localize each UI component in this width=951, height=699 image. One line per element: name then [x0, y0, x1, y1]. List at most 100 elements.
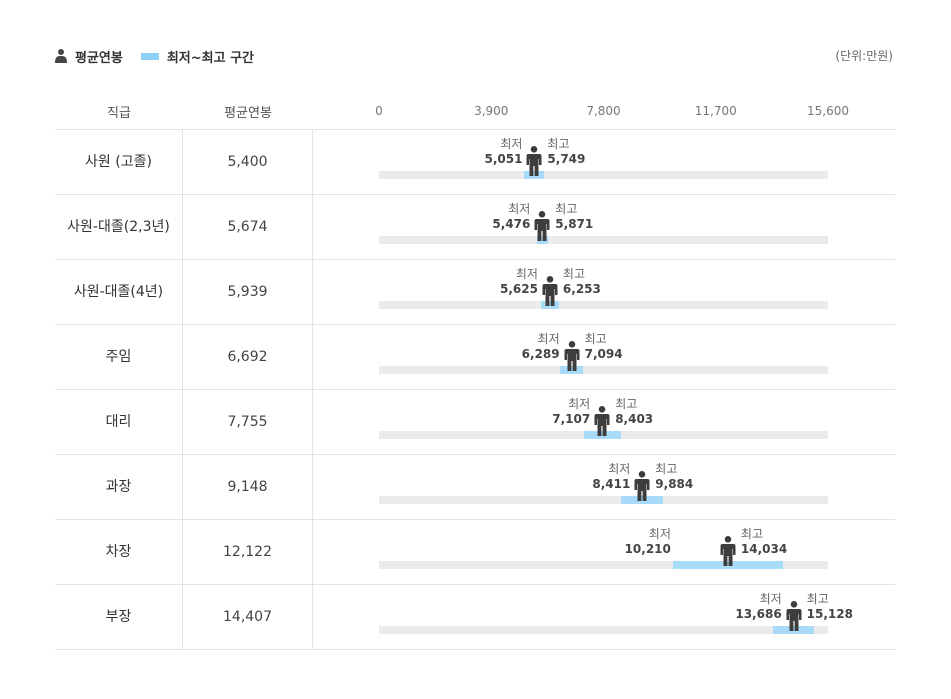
- avg-person-icon: [594, 406, 610, 436]
- rank-cell: 과장: [55, 455, 183, 519]
- avg-person-icon: [534, 211, 550, 241]
- min-caption: 최저: [515, 267, 538, 281]
- table-row: 사원-대졸(2,3년) 5,674 최저 5,476 최고 5,871: [55, 195, 895, 260]
- avg-cell: 5,400: [183, 130, 313, 194]
- range-bar: [583, 431, 621, 439]
- max-value: 5,749: [547, 152, 586, 166]
- table-row: 사원-대졸(4년) 5,939 최저 5,625 최고 6,253: [55, 260, 895, 325]
- max-value: 8,403: [615, 412, 654, 426]
- max-label: 최고 14,034: [741, 527, 787, 557]
- person-icon: [55, 49, 67, 63]
- range-track: [379, 301, 828, 309]
- max-caption: 최고: [555, 202, 578, 216]
- table-row: 주임 6,692 최저 6,289 최고 7,094: [55, 325, 895, 390]
- max-value: 14,034: [740, 542, 788, 556]
- rank-cell: 주임: [55, 325, 183, 389]
- max-caption: 최고: [740, 527, 764, 541]
- min-value: 13,686: [735, 607, 782, 621]
- table-row: 과장 9,148 최저 8,411 최고 9,884: [55, 455, 895, 520]
- unit-label: (단위:만원): [835, 49, 893, 63]
- max-label: 최고 5,871: [555, 202, 593, 232]
- max-label: 최고 5,749: [547, 137, 585, 167]
- max-caption: 최고: [584, 332, 607, 346]
- avg-cell: 6,692: [183, 325, 313, 389]
- max-label: 최고 6,253: [563, 267, 601, 297]
- avg-cell: 7,755: [183, 390, 313, 454]
- min-value: 10,210: [624, 542, 671, 556]
- min-value: 6,289: [521, 347, 560, 361]
- range-track: [379, 496, 828, 504]
- min-label: 최저 5,625: [500, 267, 538, 297]
- range-track: [379, 366, 828, 374]
- min-caption: 최저: [648, 527, 671, 541]
- rank-cell: 대리: [55, 390, 183, 454]
- min-label: 최저 5,476: [492, 202, 530, 232]
- max-value: 6,253: [562, 282, 601, 296]
- header-avg: 평균연봉: [224, 106, 272, 121]
- avg-cell: 14,407: [183, 585, 313, 649]
- min-caption: 최저: [568, 397, 591, 411]
- max-label: 최고 8,403: [615, 397, 653, 427]
- x-tick-label: 7,800: [586, 104, 621, 118]
- range-track: [379, 236, 828, 244]
- max-value: 9,884: [655, 477, 694, 491]
- min-value: 5,625: [499, 282, 538, 296]
- x-tick-label: 15,600: [807, 104, 849, 118]
- legend-avg: 평균연봉: [55, 47, 123, 66]
- min-label: 최저 8,411: [592, 462, 630, 492]
- table-header: 직급 평균연봉 0 3,900 7,800 11,700 15,600: [55, 92, 895, 130]
- x-tick-label: 11,700: [694, 104, 737, 118]
- avg-cell: 9,148: [183, 455, 313, 519]
- rank-cell: 사원 (고졸): [55, 130, 183, 194]
- max-label: 최고 15,128: [807, 592, 853, 622]
- max-caption: 최고: [806, 592, 829, 606]
- avg-person-icon: [542, 276, 558, 306]
- min-caption: 최저: [759, 592, 782, 606]
- rank-cell: 차장: [55, 520, 183, 584]
- range-bar: [560, 366, 584, 374]
- max-value: 5,871: [555, 217, 594, 231]
- max-value: 15,128: [806, 607, 853, 621]
- x-tick-label: 0: [375, 104, 383, 118]
- min-caption: 최저: [537, 332, 560, 346]
- max-value: 7,094: [584, 347, 623, 361]
- legend-range: 최저~최고 구간: [140, 47, 255, 66]
- range-bar: [540, 301, 559, 309]
- min-label: 최저 6,289: [522, 332, 560, 362]
- min-caption: 최저: [500, 137, 523, 151]
- legend-range-label: 최저~최고 구간: [166, 50, 255, 66]
- min-label: 최저 13,686: [735, 592, 781, 622]
- legend-avg-label: 평균연봉: [75, 50, 123, 66]
- max-caption: 최고: [547, 137, 570, 151]
- min-label: 최저 5,051: [484, 137, 522, 167]
- min-value: 5,476: [492, 217, 531, 231]
- avg-person-icon: [526, 146, 542, 176]
- range-bar: [672, 561, 783, 569]
- min-label: 최저 7,107: [552, 397, 590, 427]
- table-row: 사원 (고졸) 5,400 최저 5,051 최고 5,749: [55, 130, 895, 195]
- legend-range-swatch: [140, 52, 159, 60]
- rank-cell: 부장: [55, 585, 183, 649]
- avg-person-icon: [634, 471, 650, 501]
- min-value: 7,107: [552, 412, 591, 426]
- min-value: 5,051: [484, 152, 523, 166]
- table-row: 대리 7,755 최저 7,107 최고 8,403: [55, 390, 895, 455]
- min-label: 최저 10,210: [625, 527, 671, 557]
- table-row: 차장 12,122 최저 10,210 최고 14,034: [55, 520, 895, 585]
- avg-person-icon: [720, 536, 736, 566]
- range-bar: [524, 171, 545, 179]
- max-caption: 최고: [655, 462, 678, 476]
- max-caption: 최고: [615, 397, 638, 411]
- rank-cell: 사원-대졸(2,3년): [55, 195, 183, 259]
- min-caption: 최저: [608, 462, 631, 476]
- avg-person-icon: [564, 341, 580, 371]
- range-bar: [621, 496, 664, 504]
- rank-cell: 사원-대졸(4년): [55, 260, 183, 324]
- avg-cell: 12,122: [183, 520, 313, 584]
- avg-cell: 5,939: [183, 260, 313, 324]
- min-value: 8,411: [592, 477, 631, 491]
- table-row: 부장 14,407 최저 13,686 최고 15,128: [55, 585, 895, 650]
- min-caption: 최저: [508, 202, 531, 216]
- range-track: [379, 626, 828, 634]
- avg-person-icon: [786, 601, 802, 631]
